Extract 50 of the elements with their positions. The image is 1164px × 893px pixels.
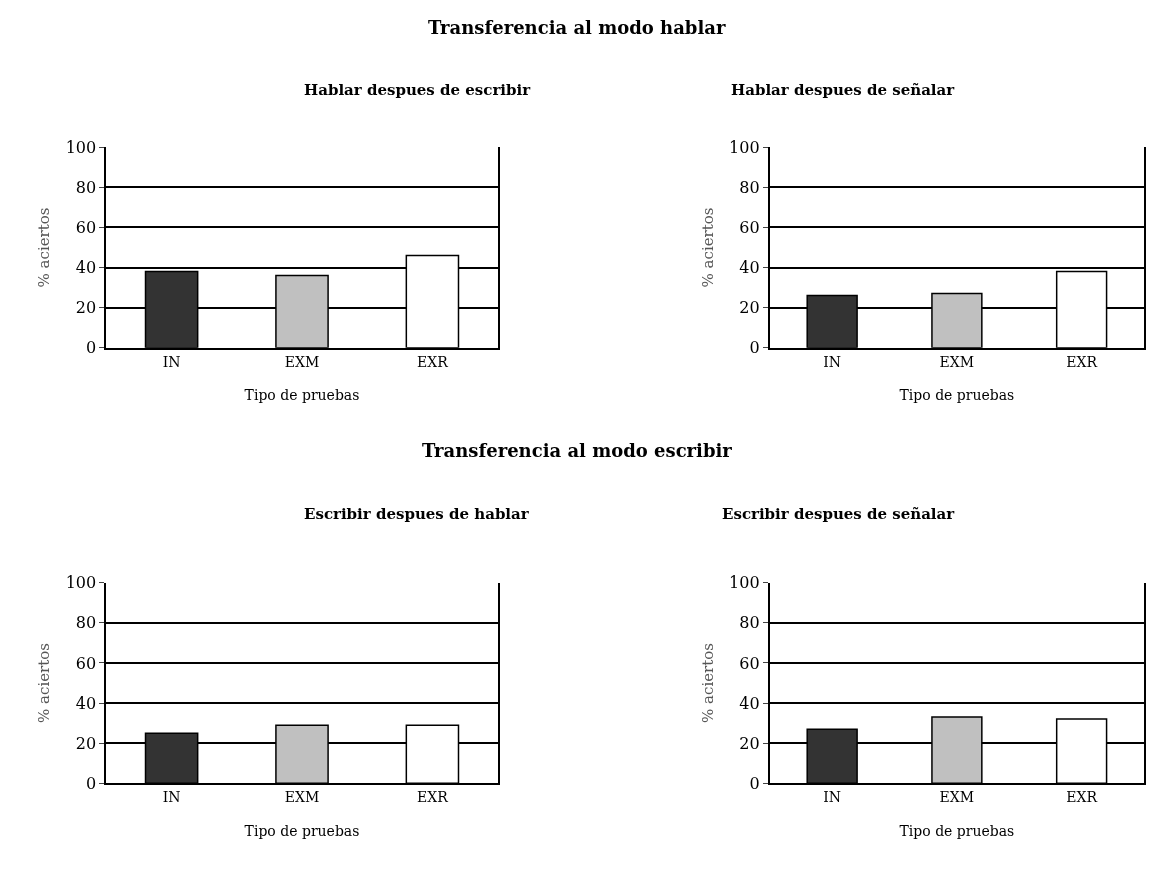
y-axis-title: % aciertos [698, 207, 717, 288]
y-tick-label: 40 [739, 693, 760, 713]
y-tick-label: 100 [65, 573, 97, 593]
y-tick-label: 0 [86, 338, 97, 358]
y-tick-label: 20 [75, 733, 97, 753]
y-tick-label: 60 [739, 217, 760, 237]
x-axis-title: Tipo de pruebas [899, 822, 1015, 839]
chart-title: Escribir despues de señalar [722, 505, 956, 523]
y-tick-label: 0 [749, 773, 760, 793]
x-tick-label: EXR [1066, 353, 1098, 370]
y-tick-label: 80 [739, 177, 760, 197]
chart-title: Escribir despues de hablar [304, 505, 530, 523]
x-axis-title: Tipo de pruebas [244, 822, 360, 839]
y-tick-label: 20 [75, 298, 97, 318]
chart-title: Hablar despues de señalar [731, 81, 956, 99]
y-tick-label: 60 [75, 217, 97, 237]
x-tick-label: EXR [417, 353, 449, 370]
y-axis-title: % aciertos [698, 643, 717, 723]
y-tick-label: 0 [749, 338, 760, 358]
y-tick-label: 40 [75, 693, 97, 713]
x-tick-label: EXR [417, 789, 449, 806]
x-tick-label: IN [823, 789, 842, 806]
y-tick-label: 0 [86, 773, 97, 793]
x-tick-label: EXM [284, 789, 320, 806]
y-tick-label: 40 [739, 258, 760, 278]
y-tick-label: 100 [65, 137, 97, 157]
x-tick-label: EXR [1066, 789, 1098, 806]
x-axis-title: Tipo de pruebas [899, 387, 1015, 404]
x-axis-title: Tipo de pruebas [244, 387, 360, 404]
text: Transferencia al modo hablar [428, 17, 726, 38]
y-tick-label: 20 [739, 733, 760, 753]
chart-title: Hablar despues de escribir [304, 81, 532, 99]
y-tick-label: 80 [75, 177, 97, 197]
text: Transferencia al modo escribir [422, 440, 733, 461]
y-tick-label: 100 [729, 573, 760, 593]
x-tick-label: EXM [939, 353, 975, 370]
x-tick-label: EXM [284, 353, 320, 370]
x-tick-label: EXM [939, 789, 975, 806]
y-tick-label: 60 [739, 653, 760, 673]
y-tick-label: 20 [739, 298, 760, 318]
x-tick-label: IN [162, 789, 181, 806]
x-tick-label: IN [823, 353, 842, 370]
y-tick-label: 60 [75, 653, 97, 673]
y-tick-label: 40 [75, 258, 97, 278]
y-axis-title: % aciertos [35, 207, 54, 288]
y-axis-title: % aciertos [35, 643, 54, 723]
y-tick-label: 100 [729, 137, 760, 157]
y-tick-label: 80 [739, 613, 760, 633]
x-tick-label: IN [162, 353, 181, 370]
y-tick-label: 80 [75, 613, 97, 633]
